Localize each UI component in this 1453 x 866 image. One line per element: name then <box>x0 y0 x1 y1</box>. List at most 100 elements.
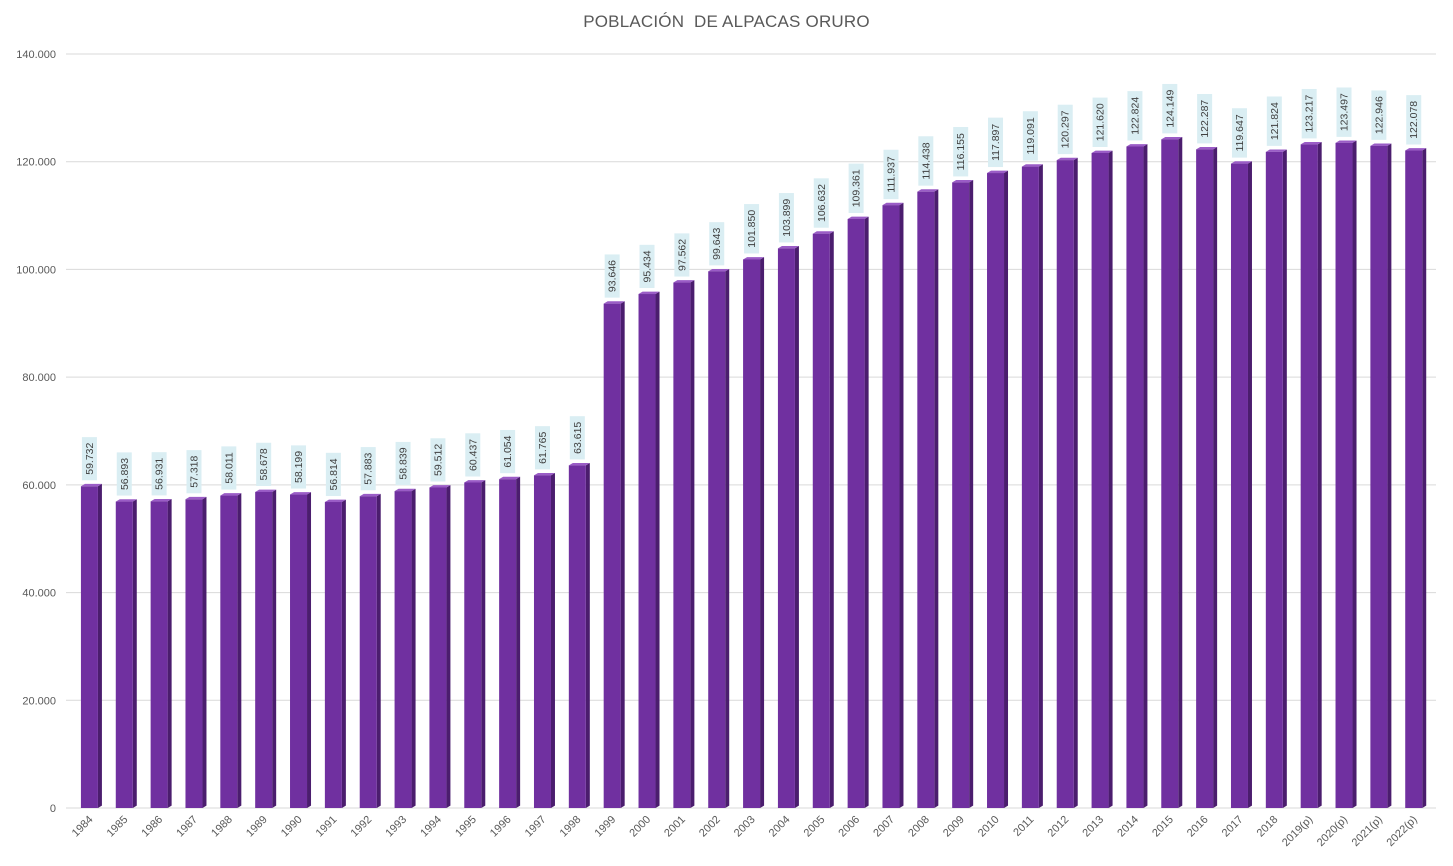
bar-top <box>568 462 590 466</box>
bar-front <box>987 173 1005 809</box>
data-label-2017: 119.647 <box>1231 108 1247 158</box>
bar-front <box>324 502 342 808</box>
bar-side <box>1282 149 1287 809</box>
x-tick-label: 1985 <box>105 814 131 840</box>
x-tick-label: 1998 <box>558 814 584 840</box>
bar-front <box>1230 163 1248 808</box>
data-label-box <box>988 117 1004 168</box>
bar-2013 <box>1091 150 1113 809</box>
data-label-box <box>709 222 725 266</box>
bar-side <box>1178 136 1183 808</box>
bar-front <box>1335 142 1353 809</box>
bar-1998 <box>568 462 590 808</box>
data-label-text: 103.899 <box>781 199 793 237</box>
bar-top <box>499 476 521 480</box>
data-label-box <box>883 149 899 200</box>
bar-1996 <box>499 476 521 808</box>
bar-front <box>1405 150 1423 808</box>
data-label-1997: 61.765 <box>534 426 550 470</box>
bar-side <box>411 488 416 808</box>
x-tick-label: 1988 <box>209 814 235 840</box>
bar-top <box>464 480 486 483</box>
data-label-box <box>604 254 620 298</box>
bar-side <box>341 499 346 808</box>
bar-side <box>794 246 799 809</box>
data-label-text: 101.850 <box>746 210 758 248</box>
data-label-1991: 56.814 <box>325 452 341 497</box>
bar-top <box>1021 164 1043 167</box>
bar-side <box>969 180 974 809</box>
bar-2008 <box>917 189 939 809</box>
x-tick-label: 2022(p) <box>1385 814 1420 849</box>
bar-front <box>708 271 726 808</box>
bar-front <box>1300 144 1318 809</box>
bar-1993 <box>394 488 416 808</box>
x-tick-label: 1984 <box>70 814 96 840</box>
bar-front <box>882 205 900 809</box>
data-label-text: 56.893 <box>119 458 131 490</box>
bar-top <box>1335 140 1357 143</box>
data-label-2012: 120.297 <box>1057 104 1073 155</box>
x-tick-label: 2015 <box>1150 814 1176 840</box>
data-label-box <box>1092 97 1108 147</box>
bar-top <box>638 291 660 295</box>
data-label-text: 97.562 <box>676 239 688 271</box>
data-label-box <box>186 450 202 494</box>
bar-top <box>220 493 242 496</box>
data-label-2022(p): 122.078 <box>1406 95 1422 145</box>
bar-front <box>673 282 691 808</box>
data-labels: 59.732 56.893 56.931 57.318 58.011 58.678 58.1… <box>81 83 1422 497</box>
bar-top <box>533 472 555 476</box>
data-label-text: 124.149 <box>1164 90 1176 128</box>
bar-top <box>394 488 416 492</box>
bar-1999 <box>603 301 625 808</box>
data-label-text: 57.883 <box>363 452 375 484</box>
data-label-box <box>848 163 864 214</box>
x-tick-label: 1996 <box>488 814 514 840</box>
bar-top <box>917 189 939 192</box>
data-label-1996: 61.054 <box>500 429 516 474</box>
data-label-text: 56.931 <box>154 458 166 490</box>
data-label-text: 119.647 <box>1234 114 1246 151</box>
data-label-box <box>674 233 690 277</box>
x-tick-label: 2002 <box>697 814 723 840</box>
data-label-1984: 59.732 <box>81 437 97 481</box>
bar-top <box>185 496 207 500</box>
data-label-box <box>81 437 97 481</box>
data-label-box <box>291 445 307 489</box>
x-tick-label: 2006 <box>836 814 862 840</box>
data-label-box <box>221 446 237 490</box>
data-label-text: 59.512 <box>432 444 444 476</box>
data-label-box <box>151 452 167 496</box>
data-label-1998: 63.615 <box>569 416 585 460</box>
bar-2011 <box>1021 164 1043 809</box>
bar-top <box>847 216 869 220</box>
bar-top <box>80 483 102 487</box>
data-label-box <box>534 426 550 470</box>
bar-side <box>934 189 939 808</box>
bar-front <box>150 501 168 808</box>
data-label-box <box>360 447 376 491</box>
data-label-text: 119.091 <box>1025 117 1037 154</box>
data-label-1990: 58.199 <box>291 445 307 489</box>
bar-side <box>620 301 625 808</box>
bar-side <box>1352 140 1357 808</box>
data-label-text: 122.824 <box>1129 97 1141 135</box>
bar-1989 <box>255 489 277 808</box>
data-label-box <box>1231 108 1247 158</box>
data-label-box <box>1057 104 1073 155</box>
bar-1995 <box>464 480 486 808</box>
x-tick-label: 1994 <box>418 814 444 840</box>
bar-side <box>237 493 242 808</box>
bar-1992 <box>359 493 381 808</box>
data-label-box <box>953 127 969 177</box>
bar-top <box>882 202 904 206</box>
bar-side <box>516 476 521 808</box>
data-label-1987: 57.318 <box>186 450 202 494</box>
data-label-2002: 99.643 <box>709 222 725 266</box>
data-label-box <box>1266 96 1282 146</box>
data-label-text: 120.297 <box>1060 110 1072 148</box>
y-tick-label: 60.000 <box>22 480 56 492</box>
data-label-text: 95.434 <box>642 250 654 282</box>
bar-side <box>481 480 486 808</box>
